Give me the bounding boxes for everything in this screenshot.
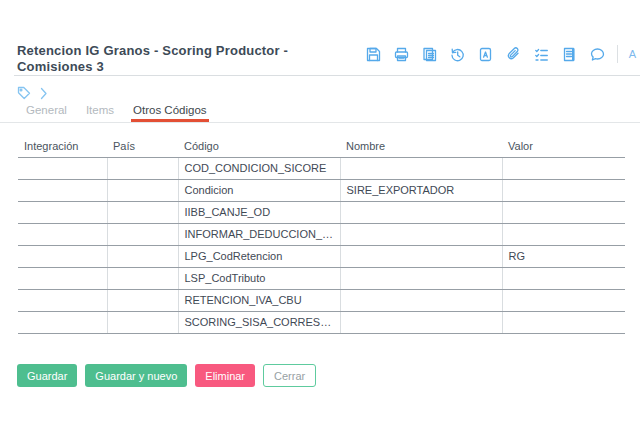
tab-bar: General Items Otros Códigos: [0, 101, 640, 123]
cell-integracion[interactable]: [18, 267, 107, 289]
cell-nombre[interactable]: [340, 311, 502, 333]
cell-integracion[interactable]: [18, 179, 107, 201]
cell-pais[interactable]: [107, 201, 178, 223]
cell-valor[interactable]: [502, 289, 625, 311]
history-icon[interactable]: [449, 46, 466, 63]
cell-nombre[interactable]: [340, 201, 502, 223]
cell-nombre[interactable]: [340, 245, 502, 267]
table-row[interactable]: SCORING_SISA_CORRESPO...: [18, 311, 625, 333]
tab-items[interactable]: Items: [84, 101, 116, 122]
cell-codigo[interactable]: COD_CONDICION_SICORE: [178, 157, 340, 179]
cell-nombre[interactable]: [340, 157, 502, 179]
cell-integracion[interactable]: [18, 157, 107, 179]
cell-integracion[interactable]: [18, 201, 107, 223]
cell-integracion[interactable]: [18, 245, 107, 267]
table-row[interactable]: LPG_CodRetencion RG: [18, 245, 625, 267]
tag-icon[interactable]: [17, 86, 31, 100]
cell-valor[interactable]: [502, 223, 625, 245]
cell-valor[interactable]: [502, 311, 625, 333]
cell-codigo[interactable]: SCORING_SISA_CORRESPO...: [178, 311, 340, 333]
cell-pais[interactable]: [107, 179, 178, 201]
header-divider: [14, 75, 640, 76]
column-header-valor[interactable]: Valor: [502, 138, 625, 157]
table-row[interactable]: COD_CONDICION_SICORE: [18, 157, 625, 179]
cell-integracion[interactable]: [18, 289, 107, 311]
cell-pais[interactable]: [107, 245, 178, 267]
cell-pais[interactable]: [107, 223, 178, 245]
cell-valor[interactable]: RG: [502, 245, 625, 267]
cell-codigo[interactable]: IIBB_CANJE_OD: [178, 201, 340, 223]
column-header-pais[interactable]: País: [107, 138, 178, 157]
column-header-nombre[interactable]: Nombre: [340, 138, 502, 157]
chevron-right-icon[interactable]: [40, 87, 48, 100]
cell-valor[interactable]: [502, 267, 625, 289]
cell-pais[interactable]: [107, 267, 178, 289]
notes-icon[interactable]: [561, 46, 578, 63]
table-header-row: Integración País Código Nombre Valor: [18, 138, 625, 157]
tab-otros-codigos[interactable]: Otros Códigos: [131, 101, 209, 122]
cell-codigo[interactable]: INFORMAR_DEDUCCION_LPG: [178, 223, 340, 245]
cell-integracion[interactable]: [18, 223, 107, 245]
action-button-bar: Guardar Guardar y nuevo Eliminar Cerrar: [17, 364, 316, 387]
table-row[interactable]: LSP_CodTributo: [18, 267, 625, 289]
cell-codigo[interactable]: LPG_CodRetencion: [178, 245, 340, 267]
table-row[interactable]: RETENCION_IVA_CBU: [18, 289, 625, 311]
toolbar-divider: [617, 45, 618, 63]
close-button[interactable]: Cerrar: [263, 364, 316, 387]
pdf-export-icon[interactable]: [477, 46, 494, 63]
table-row[interactable]: Condicion SIRE_EXPORTADOR: [18, 179, 625, 201]
table-row[interactable]: INFORMAR_DEDUCCION_LPG: [18, 223, 625, 245]
cell-nombre[interactable]: [340, 267, 502, 289]
column-header-codigo[interactable]: Código: [178, 138, 340, 157]
cell-valor[interactable]: [502, 157, 625, 179]
save-button[interactable]: Guardar: [17, 364, 77, 387]
column-header-integracion[interactable]: Integración: [18, 138, 107, 157]
tab-general[interactable]: General: [24, 101, 69, 122]
cell-pais[interactable]: [107, 289, 178, 311]
cell-codigo[interactable]: Condicion: [178, 179, 340, 201]
toolbar-overflow-a-button[interactable]: A: [629, 48, 638, 60]
cell-codigo[interactable]: RETENCION_IVA_CBU: [178, 289, 340, 311]
cell-pais[interactable]: [107, 311, 178, 333]
cell-integracion[interactable]: [18, 311, 107, 333]
cell-pais[interactable]: [107, 157, 178, 179]
otros-codigos-table: Integración País Código Nombre Valor COD…: [18, 138, 625, 334]
tag-bar: [17, 86, 48, 100]
cell-nombre[interactable]: [340, 223, 502, 245]
cell-nombre[interactable]: SIRE_EXPORTADOR: [340, 179, 502, 201]
copy-icon[interactable]: [421, 46, 438, 63]
checklist-icon[interactable]: [533, 46, 550, 63]
cell-valor[interactable]: [502, 201, 625, 223]
delete-button[interactable]: Eliminar: [195, 364, 255, 387]
comment-icon[interactable]: [589, 46, 606, 63]
page-title: Retencion IG Granos - Scoring Productor …: [17, 43, 309, 75]
cell-codigo[interactable]: LSP_CodTributo: [178, 267, 340, 289]
cell-nombre[interactable]: [340, 289, 502, 311]
print-icon[interactable]: [393, 46, 410, 63]
attachment-icon[interactable]: [505, 46, 522, 63]
save-icon[interactable]: [365, 46, 382, 63]
cell-valor[interactable]: [502, 179, 625, 201]
save-and-new-button[interactable]: Guardar y nuevo: [85, 364, 187, 387]
toolbar: A: [365, 45, 638, 63]
table-row[interactable]: IIBB_CANJE_OD: [18, 201, 625, 223]
record-form-page: Retencion IG Granos - Scoring Productor …: [0, 0, 640, 427]
